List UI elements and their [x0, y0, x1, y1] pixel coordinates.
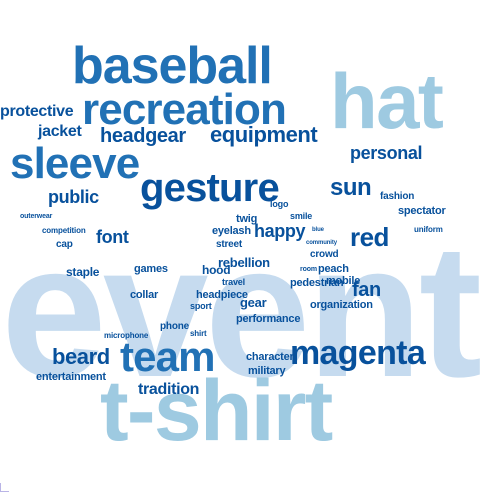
word-character: character [246, 351, 294, 363]
word-headpiece: headpiece [196, 289, 248, 301]
word-competition: competition [42, 226, 86, 235]
word-performance: performance [236, 313, 301, 325]
word-personal: personal [350, 143, 423, 163]
word-microphone: microphone [104, 331, 149, 340]
word-eyelash: eyelash [212, 225, 251, 237]
word-happy: happy [254, 221, 306, 241]
word-travel: travel [222, 277, 245, 287]
word-pedestrian: pedestrian [290, 277, 344, 289]
word-blue: blue [312, 227, 324, 233]
word-equipment: equipment [210, 122, 318, 147]
word-jacket: jacket [38, 123, 82, 140]
word-outerwear: outerwear [20, 213, 53, 220]
word-gear: gear [240, 295, 267, 310]
word-gesture: gesture [140, 166, 280, 210]
word-team: team [120, 333, 216, 380]
word-recreation: recreation [82, 85, 287, 134]
word-games: games [134, 263, 168, 275]
word-baseball: baseball [72, 37, 273, 95]
word-collar: collar [130, 289, 159, 301]
word-crowd: crowd [310, 249, 339, 260]
word-organization: organization [310, 299, 373, 311]
corner-mark [0, 483, 9, 492]
word-logo: logo [270, 199, 289, 209]
word-mobile: mobile [326, 275, 361, 287]
word-rebellion: rebellion [218, 255, 270, 270]
word-room: room [300, 266, 317, 273]
word-fan: fan [352, 279, 381, 301]
word-t-shirt: t-shirt [100, 363, 333, 459]
word-protective: protective [0, 103, 74, 120]
word-headgear: headgear [100, 125, 186, 147]
word-entertainment: entertainment [36, 371, 106, 383]
word-phone: phone [160, 321, 189, 332]
word-military: military [248, 365, 286, 377]
word-twig: twig [236, 213, 258, 225]
word-street: street [216, 239, 243, 250]
word-shirt: shirt [190, 329, 207, 338]
word-sun: sun [330, 174, 372, 201]
word-smile: smile [290, 211, 313, 221]
word-red: red [350, 222, 389, 252]
word-sport: sport [190, 301, 212, 311]
word-spectator: spectator [398, 205, 446, 217]
word-tradition: tradition [138, 381, 200, 398]
word-font: font [96, 227, 129, 247]
word-event: event [1, 205, 480, 417]
word-public: public [48, 187, 99, 207]
word-magenta: magenta [290, 334, 426, 372]
word-fashion: fashion [380, 191, 415, 202]
word-cap: cap [56, 239, 73, 250]
word-peach: peach [318, 263, 349, 275]
word-beard: beard [52, 344, 110, 369]
word-staple: staple [66, 265, 100, 279]
word-sleeve: sleeve [10, 139, 140, 188]
word-hood: hood [202, 263, 231, 277]
word-hat: hat [330, 57, 444, 145]
word-uniform: uniform [414, 225, 443, 234]
word-community: community [306, 240, 337, 246]
